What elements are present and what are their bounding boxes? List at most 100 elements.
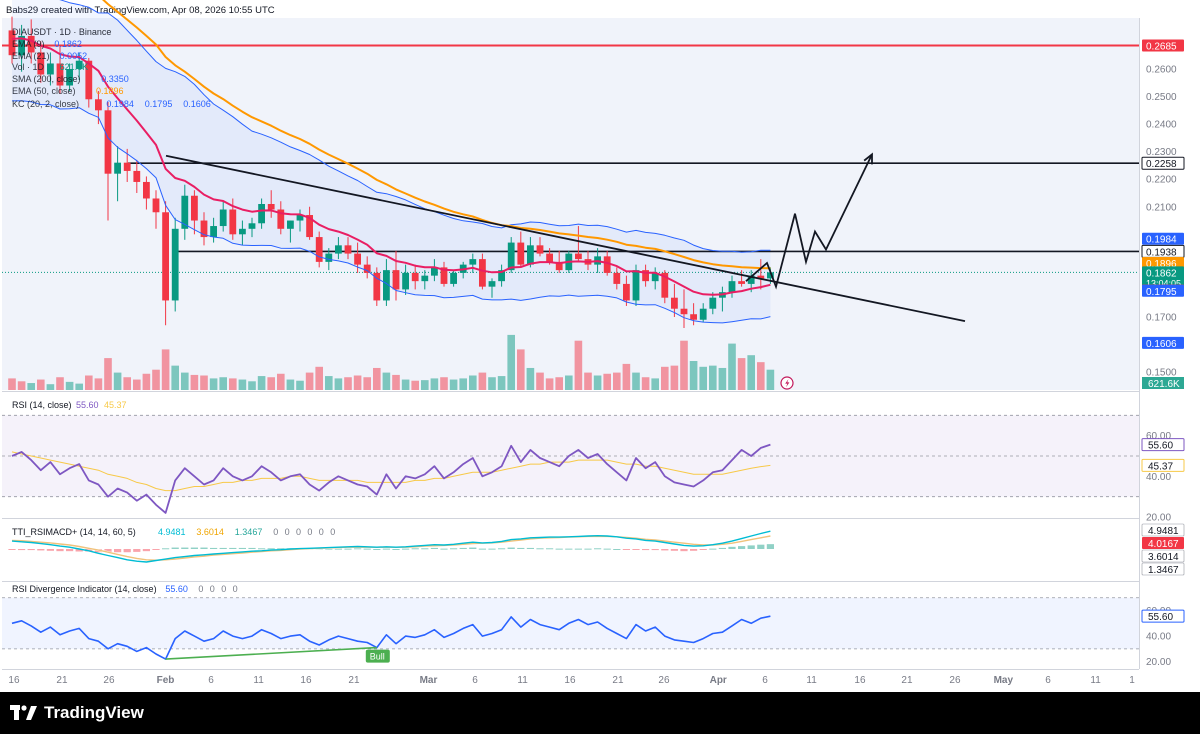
x-axis-label: Feb [157,675,175,686]
price-label-value: 0.1938 [1146,247,1177,258]
histogram-bar [18,549,26,551]
rsi-legend-value: 45.37 [104,400,127,410]
candle-body [181,195,189,229]
histogram-bar [478,548,486,550]
candle-body [85,60,93,100]
candle-body [123,162,131,171]
price-tick-label: 0.2100 [1146,202,1177,213]
histogram-bar [56,549,64,552]
x-axis-label: May [994,675,1014,686]
histogram-bar [123,549,131,553]
x-axis-label: 16 [854,675,866,686]
candle-body [248,223,256,229]
legend-item: EMA (21) [12,51,50,61]
indicator-legend-value: 3.6014 [196,527,224,537]
histogram-bar [670,549,678,551]
histogram-bar [594,548,602,550]
bull-label: Bull [370,652,385,662]
volume-bar [488,377,496,390]
histogram-bar [363,548,371,550]
histogram-bar [219,547,227,549]
divergence-tick-label: 20.00 [1146,657,1171,668]
candle-body [66,68,73,86]
price-label-value: 0.1606 [1146,339,1177,350]
candle-body [363,264,371,273]
volume-bar [709,365,717,390]
indicator-fast-line [11,530,771,563]
volume-bar [56,377,64,390]
rsi-legend-value: 55.60 [76,400,99,410]
volume-bar [689,361,698,390]
legend-value: 0.1862 [54,39,82,49]
candle-body [315,237,323,262]
keltner-upper-line [59,0,771,253]
histogram-bar [142,549,150,552]
histogram-bar [210,547,218,549]
histogram-bar [699,549,707,550]
candle-body [373,272,381,301]
candle-body [104,110,112,174]
candle-body [507,242,515,271]
histogram-bar [8,549,16,550]
candle-body [402,272,409,290]
candle-body [603,256,611,273]
histogram-bar [507,547,515,549]
price-tick-label: 0.2400 [1146,120,1177,131]
divergence-value-box [1141,609,1185,623]
volume-bar [248,381,256,390]
candle-body [440,267,448,284]
rsi-value-label: 45.37 [1148,461,1173,472]
tradingview-logo[interactable]: TradingView [10,700,144,726]
volume-bar [315,366,323,390]
volume-bar [8,378,16,390]
candle-body [642,270,649,282]
histogram-bar [382,548,390,550]
volume-bar [257,376,266,390]
candle-body [747,275,755,284]
candle-body [171,228,179,301]
volume-bar [459,378,467,390]
histogram-bar [402,548,410,550]
bolt-icon[interactable] [780,376,794,390]
volume-bar [238,379,247,390]
legend-value: 0.0052 [60,51,88,61]
histogram-bar [430,547,438,549]
x-axis-label: 11 [253,675,264,686]
volume-bar [27,383,35,390]
legend-item: DIAUSDT · 1D · Binance [12,27,111,37]
indicator-value-label: 3.6014 [1148,552,1179,563]
histogram-bar [325,548,333,550]
candle-body [767,272,774,279]
chart-canvas[interactable]: Babs29 created with TradingView.com, Apr… [0,0,1200,692]
candle-body [488,281,496,287]
rsi-tick-label: 20.00 [1146,513,1171,524]
histogram-bar [738,546,746,549]
histogram-bar [766,544,774,549]
volume-bar [181,372,189,390]
price-tick-label: 0.2300 [1146,147,1177,158]
volume-bar [229,378,237,390]
x-axis-label: 16 [564,675,576,686]
tradingview-logo-icon [10,705,37,720]
volume-bar [373,367,381,390]
histogram-bar [373,549,381,550]
histogram-bar [411,548,419,550]
x-axis-label: 26 [658,675,670,686]
legend-item: Vol · 1D [12,62,45,72]
x-axis-label: 6 [762,675,768,686]
price-tick-label: 0.2500 [1146,92,1177,103]
volume-bar [334,378,343,390]
chart-credit: Babs29 created with TradingView.com, Apr… [6,5,275,16]
histogram-bar [37,549,45,551]
indicator-legend-value: 0 [307,527,312,537]
volume-bar [65,381,74,390]
legend-item: SMA (200, close) [12,74,81,84]
histogram-bar [661,549,669,551]
indicator-legend-value: 1.3467 [235,527,263,537]
histogram-bar [488,548,496,550]
rsi-value-box [1141,438,1185,452]
tradingview-brand: TradingView [44,703,144,722]
candle-body [200,220,208,238]
histogram-bar [690,549,698,551]
candle-body [738,281,745,284]
